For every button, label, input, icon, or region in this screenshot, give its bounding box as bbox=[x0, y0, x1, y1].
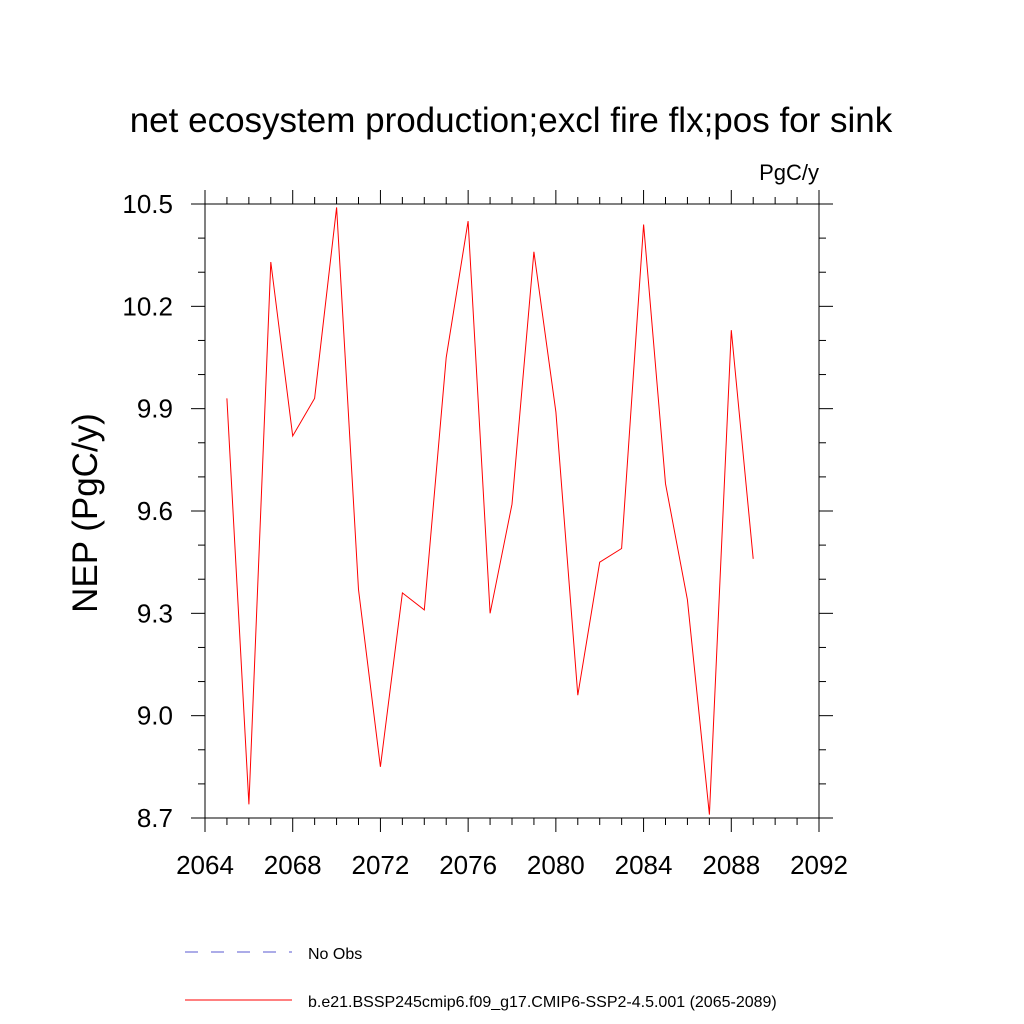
x-tick-label: 2068 bbox=[264, 850, 322, 880]
x-tick-label: 2076 bbox=[439, 850, 497, 880]
x-tick-labels: 2064 2068 2072 2076 2080 2084 2088 2092 bbox=[176, 850, 848, 880]
series-line-0 bbox=[226, 207, 754, 815]
y-tick-label: 9.9 bbox=[137, 394, 173, 424]
series-group bbox=[226, 207, 754, 815]
x-tick-label: 2088 bbox=[702, 850, 760, 880]
chart-title: net ecosystem production;excl fire flx;p… bbox=[130, 101, 893, 140]
y-tick-label: 10.2 bbox=[122, 291, 173, 321]
y-tick-labels: 8.7 9.0 9.3 9.6 9.9 10.2 10.5 bbox=[122, 189, 173, 833]
y-tick-label: 10.5 bbox=[122, 189, 173, 219]
x-tick-label: 2084 bbox=[615, 850, 673, 880]
legend: No Obs b.e21.BSSP245cmip6.f09_g17.CMIP6-… bbox=[185, 946, 777, 1011]
x-tick-label: 2092 bbox=[790, 850, 848, 880]
y-tick-label: 9.3 bbox=[137, 598, 173, 628]
y-axis-label: NEP (PgC/y) bbox=[66, 413, 105, 613]
y-tick-label: 8.7 bbox=[137, 803, 173, 833]
legend-label-no-obs: No Obs bbox=[308, 946, 362, 963]
units-label: PgC/y bbox=[759, 160, 819, 185]
legend-label-model: b.e21.BSSP245cmip6.f09_g17.CMIP6-SSP2-4.… bbox=[308, 994, 777, 1011]
x-tick-label: 2072 bbox=[352, 850, 410, 880]
y-tick-label: 9.0 bbox=[137, 701, 173, 731]
y-tick-label: 9.6 bbox=[137, 496, 173, 526]
axis-ticks bbox=[191, 190, 833, 832]
x-tick-label: 2064 bbox=[176, 850, 234, 880]
x-tick-label: 2080 bbox=[527, 850, 585, 880]
plot-frame bbox=[204, 203, 820, 819]
